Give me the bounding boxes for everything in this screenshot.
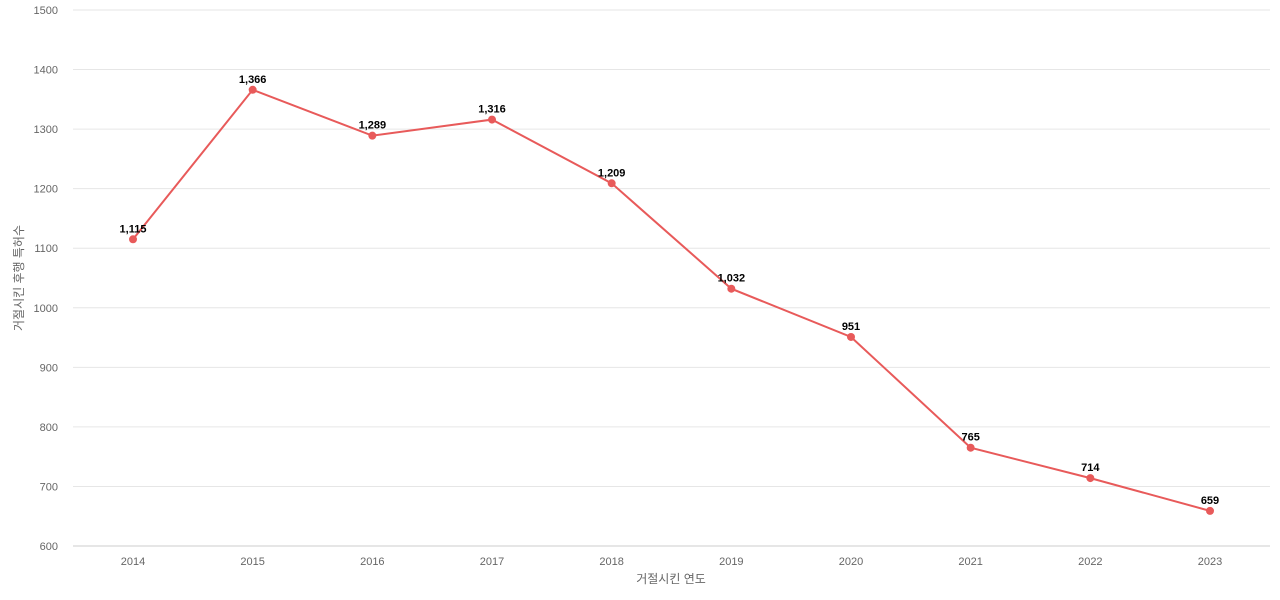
x-axis-title: 거절시킨 연도 (636, 572, 706, 586)
data-point[interactable] (488, 115, 496, 124)
data-labels: 1,115 1,366 1,289 1,316 1,209 1,032 951 765 714 6… (120, 74, 1220, 507)
data-point[interactable] (1086, 474, 1095, 483)
y-axis-title: 거절시킨 후행 특허수 (11, 225, 26, 331)
y-tick-label: 1300 (34, 124, 58, 136)
data-point[interactable] (607, 179, 616, 188)
y-tick-label: 1500 (34, 5, 58, 17)
x-tick-label: 2014 (121, 556, 145, 568)
data-label: 765 (961, 432, 979, 444)
x-tick-label: 2021 (958, 556, 982, 568)
y-tick-label: 1100 (34, 243, 58, 255)
x-tick-label: 2015 (240, 556, 264, 568)
data-point[interactable] (1206, 506, 1214, 515)
x-tick-label: 2016 (360, 556, 384, 568)
data-label: 951 (842, 321, 860, 333)
data-label: 1,032 (718, 273, 746, 285)
y-tick-label: 1200 (34, 184, 58, 196)
data-point[interactable] (727, 284, 736, 293)
data-label: 714 (1081, 462, 1100, 474)
data-label: 659 (1201, 495, 1219, 507)
series (129, 85, 1214, 515)
y-tick-label: 600 (40, 541, 58, 553)
data-label: 1,289 (359, 120, 387, 132)
data-point[interactable] (966, 443, 975, 452)
series-line (132, 88, 1211, 512)
data-label: 1,209 (598, 167, 626, 179)
y-tick-label: 700 (40, 481, 58, 493)
data-point[interactable] (129, 235, 137, 244)
x-tick-label: 2023 (1198, 556, 1222, 568)
data-label: 1,366 (239, 74, 267, 86)
data-point[interactable] (368, 131, 377, 140)
y-tick-label: 1400 (34, 65, 58, 77)
gridlines (73, 9, 1270, 487)
axes: 600 700 800 900 1000 1100 1200 1300 1400 1500 2014… (34, 5, 1270, 568)
y-tick-label: 900 (40, 362, 58, 374)
y-tick-label: 800 (40, 422, 58, 434)
data-label: 1,115 (120, 223, 147, 235)
x-tick-label: 2022 (1078, 556, 1102, 568)
x-tick-label: 2020 (839, 556, 863, 568)
x-tick-label: 2019 (719, 556, 743, 568)
x-tick-label: 2017 (480, 556, 504, 568)
data-point[interactable] (248, 85, 257, 94)
y-tick-label: 1000 (34, 303, 58, 315)
x-tick-label: 2018 (599, 556, 623, 568)
data-point[interactable] (847, 332, 855, 341)
data-label: 1,316 (478, 104, 506, 116)
